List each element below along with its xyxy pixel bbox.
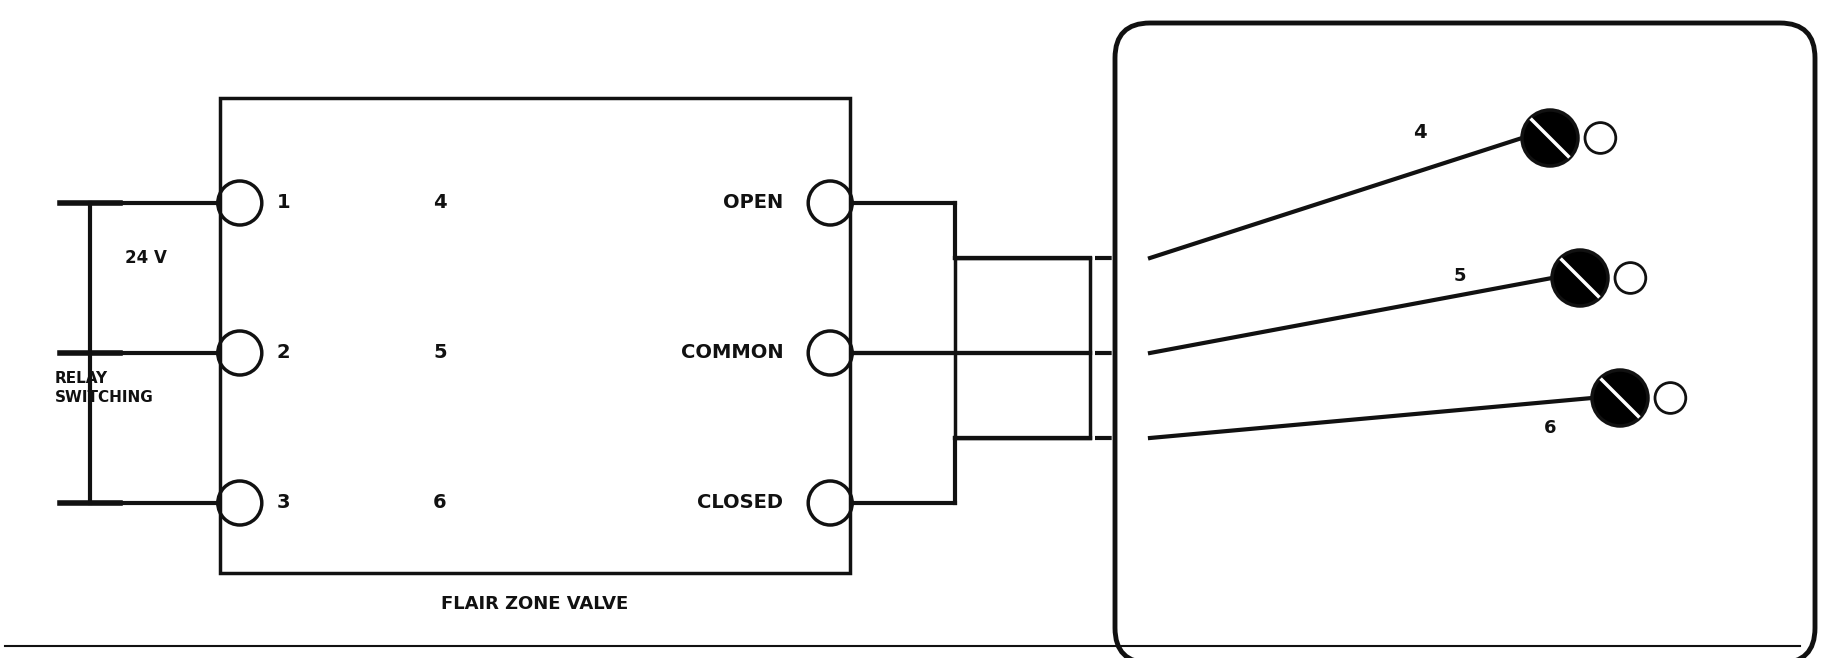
Text: 3: 3 bbox=[277, 494, 290, 513]
Circle shape bbox=[1655, 382, 1686, 413]
FancyBboxPatch shape bbox=[1114, 23, 1816, 658]
Text: OPEN: OPEN bbox=[723, 193, 783, 213]
Text: 4: 4 bbox=[1413, 124, 1428, 143]
Circle shape bbox=[1551, 250, 1608, 306]
Text: FLAIR ZONE VALVE: FLAIR ZONE VALVE bbox=[441, 595, 628, 613]
Text: 1: 1 bbox=[277, 193, 290, 213]
Text: CLOSED: CLOSED bbox=[697, 494, 783, 513]
Text: RELAY
SWITCHING: RELAY SWITCHING bbox=[55, 370, 153, 405]
Text: 4: 4 bbox=[433, 193, 446, 213]
Circle shape bbox=[1615, 263, 1646, 293]
Text: COMMON: COMMON bbox=[681, 343, 783, 363]
Text: 6: 6 bbox=[433, 494, 446, 513]
Circle shape bbox=[1592, 370, 1648, 426]
Text: 5: 5 bbox=[1453, 267, 1466, 285]
Text: 2: 2 bbox=[277, 343, 290, 363]
Polygon shape bbox=[954, 258, 1091, 438]
Text: 6: 6 bbox=[1544, 419, 1557, 437]
Circle shape bbox=[1584, 122, 1615, 153]
Text: 5: 5 bbox=[433, 343, 446, 363]
Text: 24 V: 24 V bbox=[126, 249, 168, 267]
Circle shape bbox=[1522, 110, 1579, 166]
